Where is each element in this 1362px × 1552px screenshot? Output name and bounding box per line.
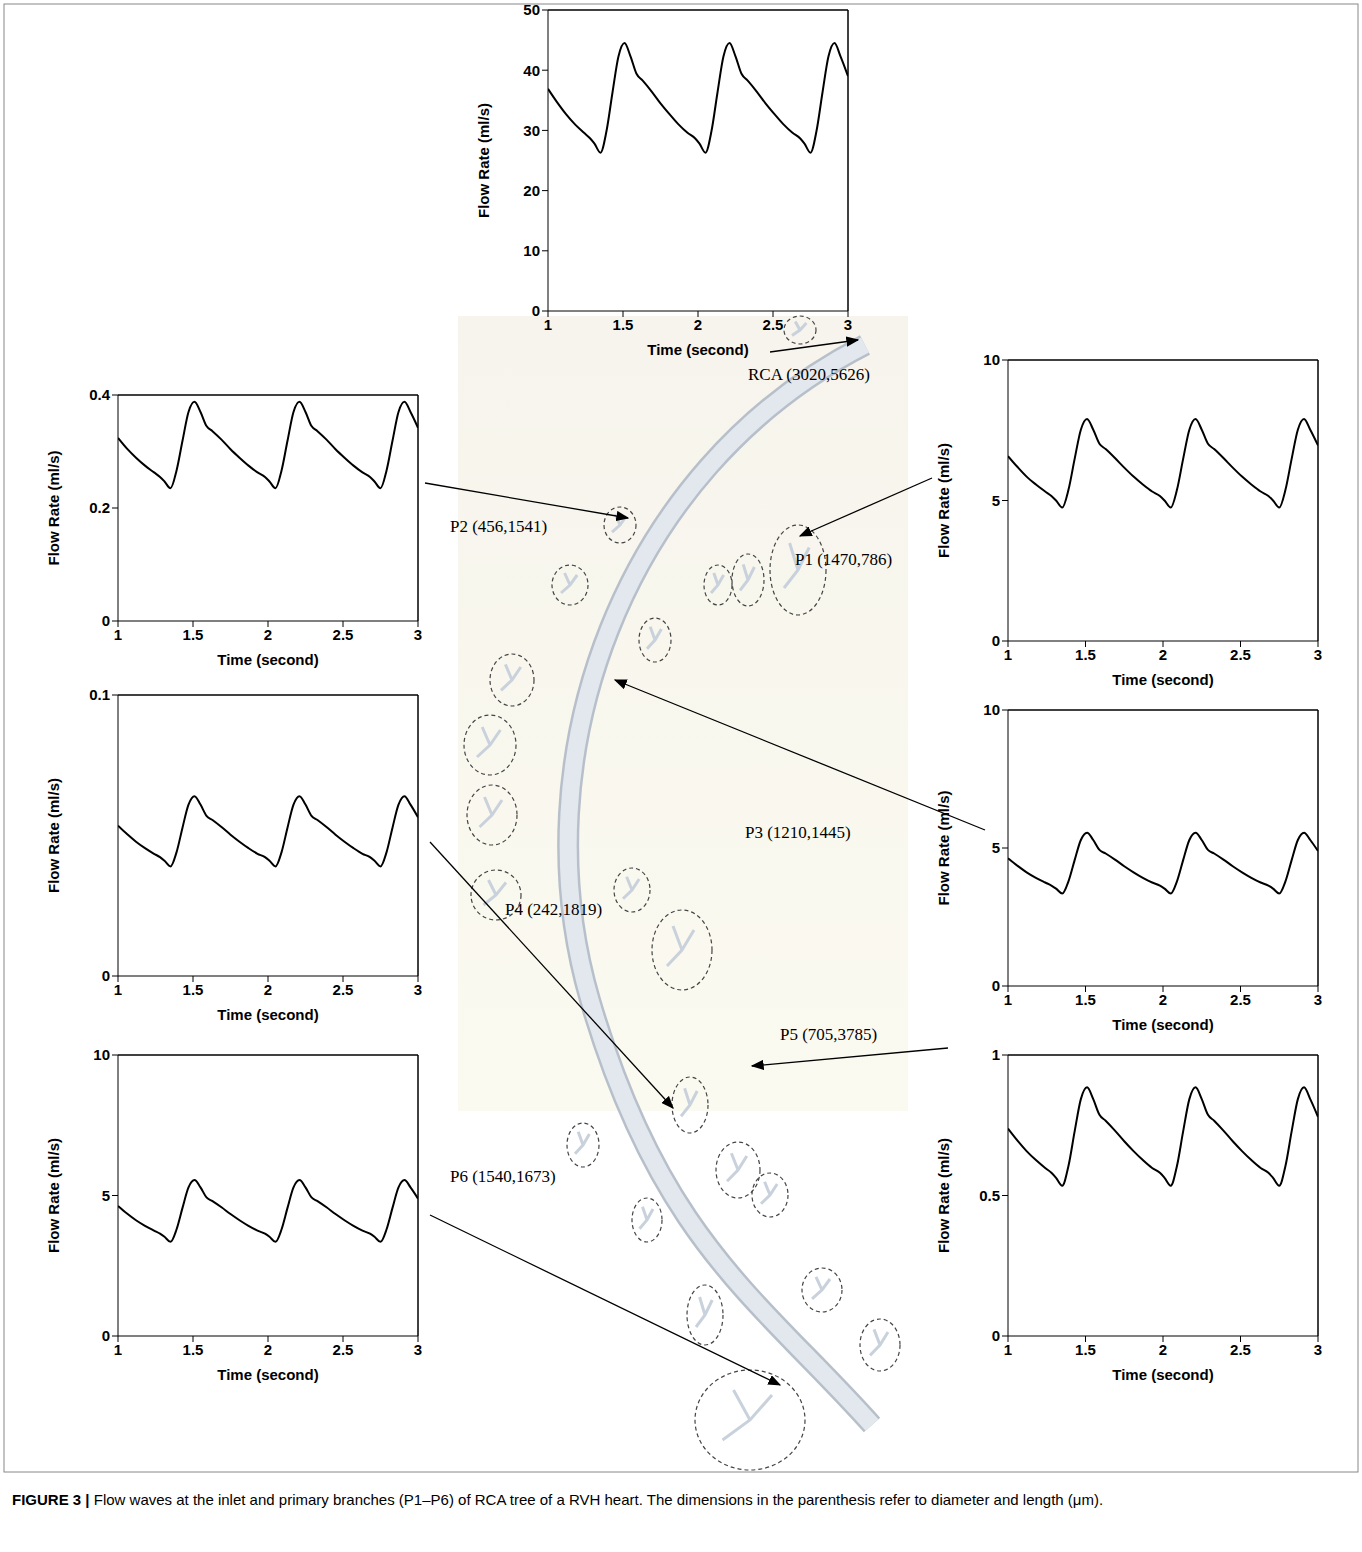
svg-text:0.4: 0.4: [89, 386, 111, 403]
svg-text:P6 (1540,1673): P6 (1540,1673): [450, 1167, 556, 1186]
svg-text:2.5: 2.5: [1230, 1341, 1251, 1358]
svg-text:0: 0: [992, 1327, 1000, 1344]
svg-text:3: 3: [1314, 1341, 1322, 1358]
svg-text:1: 1: [114, 981, 122, 998]
svg-text:Time (second): Time (second): [1112, 1366, 1213, 1383]
svg-text:2.5: 2.5: [333, 1341, 354, 1358]
svg-text:40: 40: [523, 62, 540, 79]
svg-text:0.5: 0.5: [979, 1187, 1000, 1204]
svg-text:1.5: 1.5: [183, 981, 204, 998]
svg-text:1: 1: [1004, 646, 1012, 663]
svg-text:1.5: 1.5: [1075, 991, 1096, 1008]
svg-text:1: 1: [992, 1046, 1000, 1063]
svg-text:0: 0: [992, 632, 1000, 649]
svg-text:3: 3: [844, 316, 852, 333]
svg-text:2: 2: [264, 626, 272, 643]
svg-text:Time (second): Time (second): [217, 1366, 318, 1383]
svg-text:5: 5: [102, 1187, 110, 1204]
svg-text:Flow Rate (ml/s): Flow Rate (ml/s): [45, 778, 62, 893]
svg-text:30: 30: [523, 122, 540, 139]
svg-text:RCA (3020,5626): RCA (3020,5626): [748, 365, 870, 384]
svg-text:2.5: 2.5: [333, 626, 354, 643]
svg-text:P3 (1210,1445): P3 (1210,1445): [745, 823, 851, 842]
svg-text:Flow Rate (ml/s): Flow Rate (ml/s): [45, 1138, 62, 1253]
svg-text:0: 0: [102, 1327, 110, 1344]
html-text:FIGURE 3 | Flow waves at the i: FIGURE 3 | Flow waves at the inlet and p…: [12, 1491, 1104, 1508]
svg-text:3: 3: [414, 981, 422, 998]
svg-text:2.5: 2.5: [763, 316, 784, 333]
svg-text:1: 1: [114, 626, 122, 643]
svg-text:10: 10: [983, 351, 1000, 368]
svg-text:0: 0: [992, 977, 1000, 994]
svg-text:0: 0: [532, 302, 540, 319]
svg-text:50: 50: [523, 1, 540, 18]
svg-text:2: 2: [1159, 1341, 1167, 1358]
svg-text:Time (second): Time (second): [217, 651, 318, 668]
svg-text:2: 2: [1159, 991, 1167, 1008]
svg-text:2: 2: [264, 981, 272, 998]
svg-text:2: 2: [264, 1341, 272, 1358]
svg-text:Flow Rate (ml/s): Flow Rate (ml/s): [45, 450, 62, 565]
svg-text:10: 10: [983, 701, 1000, 718]
svg-text:3: 3: [1314, 646, 1322, 663]
svg-text:1.5: 1.5: [183, 626, 204, 643]
svg-text:P1 (1470,786): P1 (1470,786): [795, 550, 892, 569]
svg-text:5: 5: [992, 492, 1000, 509]
svg-text:Time (second): Time (second): [1112, 671, 1213, 688]
svg-text:2: 2: [694, 316, 702, 333]
svg-text:Flow Rate (ml/s): Flow Rate (ml/s): [935, 443, 952, 558]
svg-text:Flow Rate (ml/s): Flow Rate (ml/s): [475, 103, 492, 218]
svg-text:0.1: 0.1: [89, 686, 110, 703]
svg-text:P4 (242,1819): P4 (242,1819): [505, 900, 602, 919]
svg-text:2.5: 2.5: [333, 981, 354, 998]
svg-text:Flow Rate (ml/s): Flow Rate (ml/s): [935, 790, 952, 905]
svg-text:0: 0: [102, 967, 110, 984]
svg-text:1.5: 1.5: [183, 1341, 204, 1358]
svg-text:P2 (456,1541): P2 (456,1541): [450, 517, 547, 536]
svg-text:10: 10: [523, 242, 540, 259]
svg-text:1.5: 1.5: [613, 316, 634, 333]
svg-text:3: 3: [1314, 991, 1322, 1008]
svg-text:Time (second): Time (second): [1112, 1016, 1213, 1033]
svg-text:0.2: 0.2: [89, 499, 110, 516]
svg-text:3: 3: [414, 1341, 422, 1358]
svg-text:2.5: 2.5: [1230, 991, 1251, 1008]
svg-text:3: 3: [414, 626, 422, 643]
svg-text:5: 5: [992, 839, 1000, 856]
svg-text:1: 1: [114, 1341, 122, 1358]
svg-text:Flow Rate (ml/s): Flow Rate (ml/s): [935, 1138, 952, 1253]
svg-text:2: 2: [1159, 646, 1167, 663]
svg-text:20: 20: [523, 182, 540, 199]
svg-text:1: 1: [1004, 1341, 1012, 1358]
svg-text:2.5: 2.5: [1230, 646, 1251, 663]
svg-text:0: 0: [102, 612, 110, 629]
svg-text:10: 10: [93, 1046, 110, 1063]
svg-text:P5 (705,3785): P5 (705,3785): [780, 1025, 877, 1044]
svg-text:1.5: 1.5: [1075, 646, 1096, 663]
svg-text:1: 1: [544, 316, 552, 333]
svg-text:Time (second): Time (second): [217, 1006, 318, 1023]
svg-text:Time (second): Time (second): [647, 341, 748, 358]
svg-text:1: 1: [1004, 991, 1012, 1008]
svg-text:1.5: 1.5: [1075, 1341, 1096, 1358]
